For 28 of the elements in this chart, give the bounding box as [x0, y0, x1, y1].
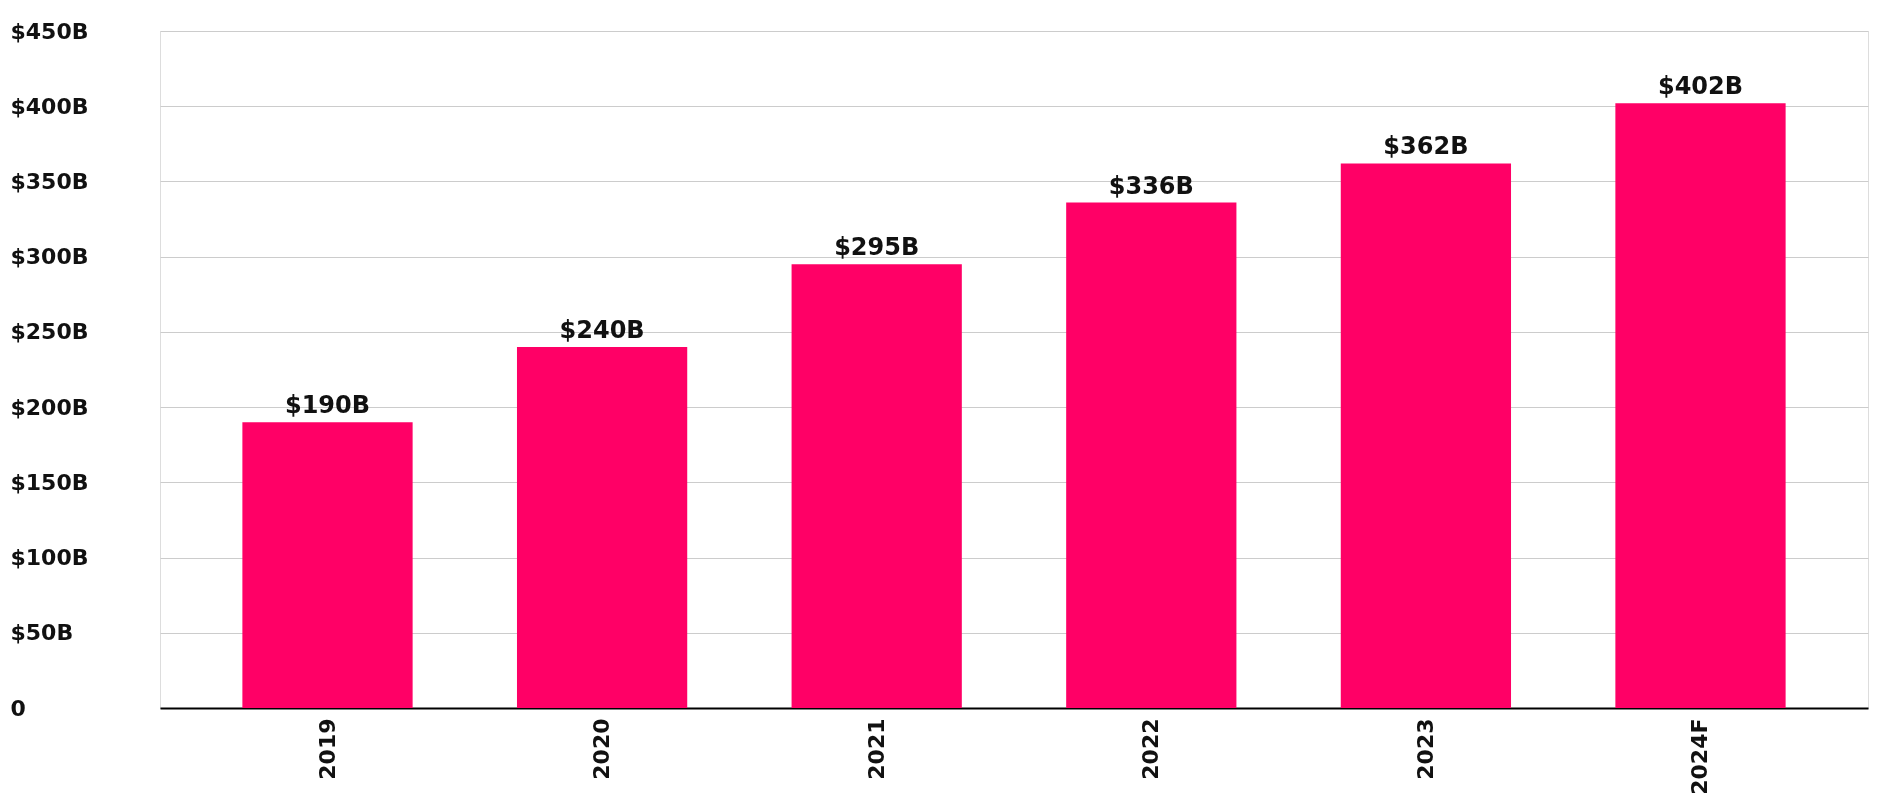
y-tick-label: 0	[10, 695, 26, 721]
bar	[791, 264, 962, 708]
y-tick-label: $50B	[10, 620, 74, 646]
data-label: $362B	[1383, 132, 1469, 161]
x-tick-label: 2023	[1412, 718, 1438, 780]
bar	[1615, 103, 1786, 708]
y-tick-label: $200B	[10, 394, 89, 420]
data-label: $402B	[1657, 72, 1744, 101]
x-tick-label: 2022	[1138, 718, 1164, 780]
data-label: $295B	[834, 233, 920, 262]
y-tick-label: $250B	[10, 319, 89, 345]
y-tick-label: $350B	[10, 168, 89, 194]
bar	[242, 422, 413, 708]
bar	[516, 346, 688, 708]
data-label: $336B	[1108, 171, 1194, 200]
x-tick-label: 2021	[863, 718, 889, 780]
y-tick-label: $300B	[10, 244, 89, 270]
x-tick-label: 2024F	[1687, 718, 1713, 795]
bar	[1066, 202, 1237, 708]
y-tick-label: $100B	[10, 545, 89, 571]
x-tick-label: 2019	[314, 718, 340, 780]
x-tick-label: 2020	[589, 718, 615, 780]
bar	[1340, 163, 1512, 708]
data-label: $190B	[284, 391, 371, 420]
y-tick-label: $450B	[10, 18, 89, 44]
y-tick-label: $400B	[10, 93, 89, 119]
data-label: $240B	[559, 315, 645, 344]
y-tick-label: $150B	[10, 469, 89, 495]
